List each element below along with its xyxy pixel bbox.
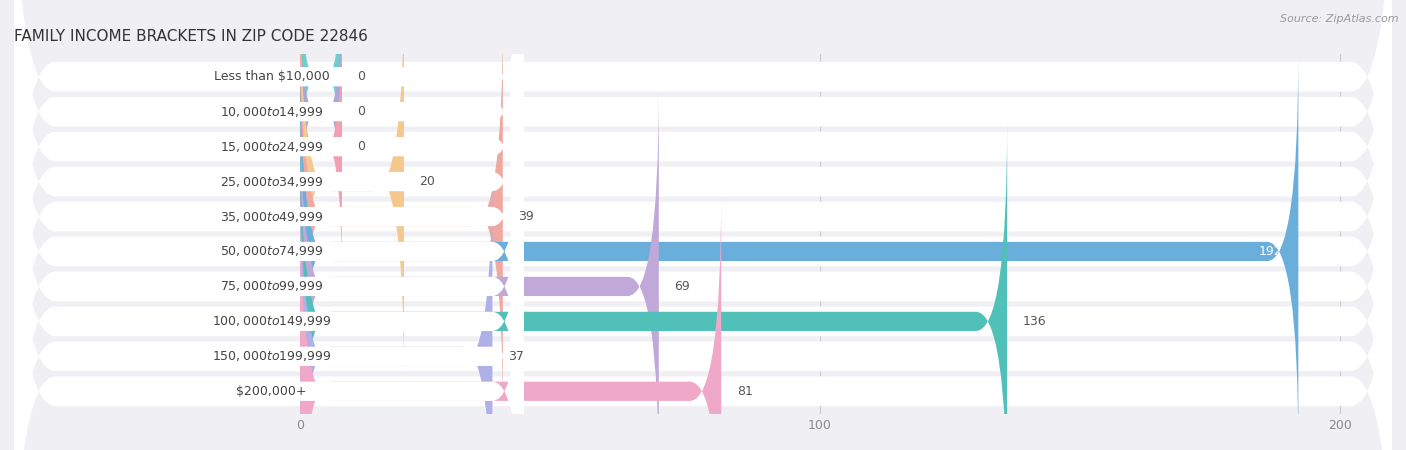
FancyBboxPatch shape: [20, 156, 523, 450]
Text: $75,000 to $99,999: $75,000 to $99,999: [219, 279, 323, 293]
Text: $100,000 to $149,999: $100,000 to $149,999: [212, 315, 332, 328]
FancyBboxPatch shape: [14, 0, 1392, 446]
FancyBboxPatch shape: [14, 0, 1392, 342]
FancyBboxPatch shape: [20, 0, 523, 346]
Text: Less than $10,000: Less than $10,000: [214, 70, 329, 83]
FancyBboxPatch shape: [14, 0, 1392, 411]
FancyBboxPatch shape: [299, 51, 1298, 450]
FancyBboxPatch shape: [14, 126, 1392, 450]
FancyBboxPatch shape: [299, 0, 404, 382]
FancyBboxPatch shape: [299, 156, 492, 450]
Text: Source: ZipAtlas.com: Source: ZipAtlas.com: [1281, 14, 1399, 23]
Text: $10,000 to $14,999: $10,000 to $14,999: [219, 105, 323, 119]
FancyBboxPatch shape: [14, 0, 1392, 450]
FancyBboxPatch shape: [14, 0, 1392, 450]
FancyBboxPatch shape: [14, 22, 1392, 450]
Text: FAMILY INCOME BRACKETS IN ZIP CODE 22846: FAMILY INCOME BRACKETS IN ZIP CODE 22846: [14, 28, 368, 44]
FancyBboxPatch shape: [20, 122, 523, 450]
FancyBboxPatch shape: [20, 86, 523, 450]
Text: 37: 37: [508, 350, 524, 363]
Text: $50,000 to $74,999: $50,000 to $74,999: [219, 244, 323, 258]
FancyBboxPatch shape: [299, 122, 1007, 450]
Text: 0: 0: [357, 140, 366, 153]
Text: 81: 81: [737, 385, 752, 398]
FancyBboxPatch shape: [299, 0, 342, 242]
FancyBboxPatch shape: [299, 191, 721, 450]
FancyBboxPatch shape: [299, 86, 659, 450]
Text: $35,000 to $49,999: $35,000 to $49,999: [219, 210, 323, 224]
FancyBboxPatch shape: [14, 0, 1392, 377]
FancyBboxPatch shape: [20, 0, 523, 277]
Text: 39: 39: [519, 210, 534, 223]
Text: $25,000 to $34,999: $25,000 to $34,999: [219, 175, 323, 189]
FancyBboxPatch shape: [14, 91, 1392, 450]
FancyBboxPatch shape: [20, 51, 523, 450]
Text: 0: 0: [357, 70, 366, 83]
Text: 192: 192: [1260, 245, 1282, 258]
FancyBboxPatch shape: [20, 0, 523, 382]
FancyBboxPatch shape: [299, 17, 503, 417]
Text: $150,000 to $199,999: $150,000 to $199,999: [212, 349, 332, 363]
FancyBboxPatch shape: [14, 57, 1392, 450]
Text: $200,000+: $200,000+: [236, 385, 307, 398]
Text: 0: 0: [357, 105, 366, 118]
Text: 20: 20: [419, 175, 436, 188]
FancyBboxPatch shape: [20, 17, 523, 417]
FancyBboxPatch shape: [299, 17, 342, 277]
FancyBboxPatch shape: [20, 0, 523, 312]
Text: $15,000 to $24,999: $15,000 to $24,999: [219, 140, 323, 153]
Text: 136: 136: [1022, 315, 1046, 328]
Text: 69: 69: [675, 280, 690, 293]
FancyBboxPatch shape: [299, 0, 342, 207]
FancyBboxPatch shape: [20, 191, 523, 450]
